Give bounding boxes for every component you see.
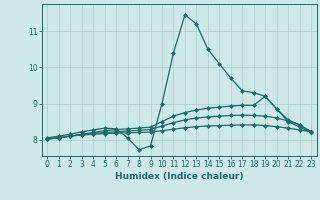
X-axis label: Humidex (Indice chaleur): Humidex (Indice chaleur) — [115, 172, 244, 181]
